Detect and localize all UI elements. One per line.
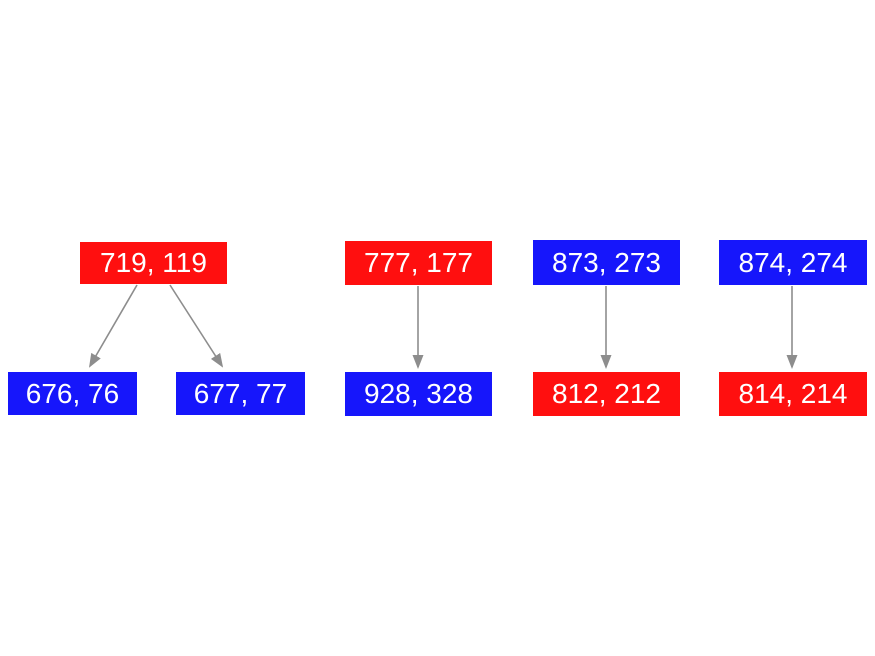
tree-node-n676: 676, 76	[8, 372, 137, 415]
tree-node-n814: 814, 214	[719, 372, 867, 416]
tree-node-n812: 812, 212	[533, 372, 680, 416]
tree-node-n677: 677, 77	[176, 372, 305, 415]
edges-group	[88, 284, 798, 369]
tree-node-n719: 719, 119	[80, 242, 227, 284]
tree-node-n873: 873, 273	[533, 240, 680, 285]
tree-node-n874: 874, 274	[719, 240, 867, 285]
tree-node-n777: 777, 177	[345, 241, 492, 285]
edge-arrow-n719-n676	[88, 284, 138, 368]
tree-node-n928: 928, 328	[345, 372, 492, 416]
edge-arrow-n719-n677	[169, 284, 224, 368]
